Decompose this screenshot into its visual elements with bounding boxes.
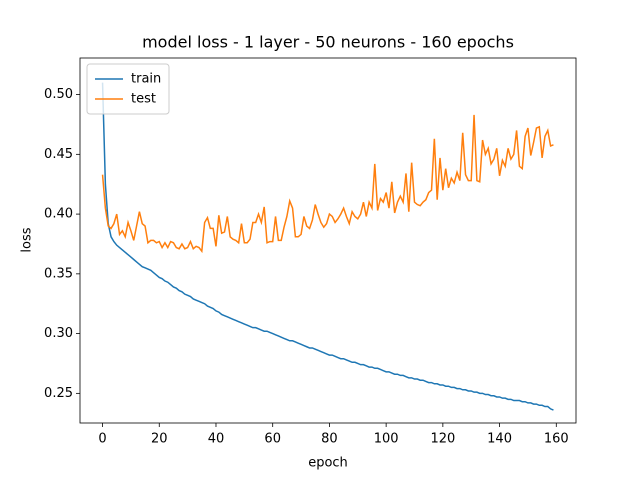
- x-tick-label: 80: [321, 432, 338, 447]
- x-tick-label: 140: [487, 432, 512, 447]
- axes-frame: [79, 57, 577, 424]
- series-line: [101, 82, 554, 411]
- y-tick-label: 0.35: [44, 266, 73, 281]
- x-tick-label: 20: [151, 432, 168, 447]
- x-tick-label: 60: [264, 432, 281, 447]
- x-tick-label: 160: [544, 432, 569, 447]
- x-tick-label: 40: [208, 432, 225, 447]
- x-tick-label: 0: [98, 432, 106, 447]
- y-tick-label: 0.30: [44, 326, 73, 341]
- legend-label: test: [131, 92, 156, 107]
- chart-title: model loss - 1 layer - 50 neurons - 160 …: [142, 33, 514, 52]
- legend-box: [86, 63, 170, 115]
- y-tick-label: 0.45: [44, 147, 73, 162]
- x-tick-label: 120: [430, 432, 455, 447]
- legend-label: train: [131, 72, 161, 87]
- y-tick-label: 0.50: [44, 87, 73, 102]
- x-axis-label: epoch: [308, 456, 348, 471]
- y-tick-label: 0.40: [44, 207, 73, 222]
- x-tick-label: 100: [374, 432, 399, 447]
- y-axis-label: loss: [20, 227, 35, 252]
- y-tick-label: 0.25: [44, 386, 73, 401]
- series-line: [101, 114, 554, 254]
- legend: train test: [86, 63, 170, 115]
